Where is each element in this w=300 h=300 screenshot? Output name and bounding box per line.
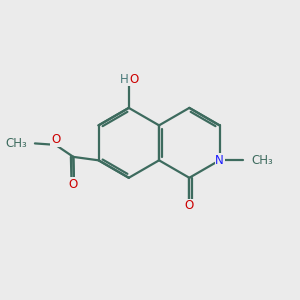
Text: O: O xyxy=(51,134,60,146)
Text: H: H xyxy=(119,73,128,86)
Text: CH₃: CH₃ xyxy=(252,154,273,167)
Text: O: O xyxy=(185,200,194,212)
Text: O: O xyxy=(129,73,138,86)
Text: N: N xyxy=(215,154,224,167)
Text: CH₃: CH₃ xyxy=(5,137,27,150)
Text: O: O xyxy=(69,178,78,191)
